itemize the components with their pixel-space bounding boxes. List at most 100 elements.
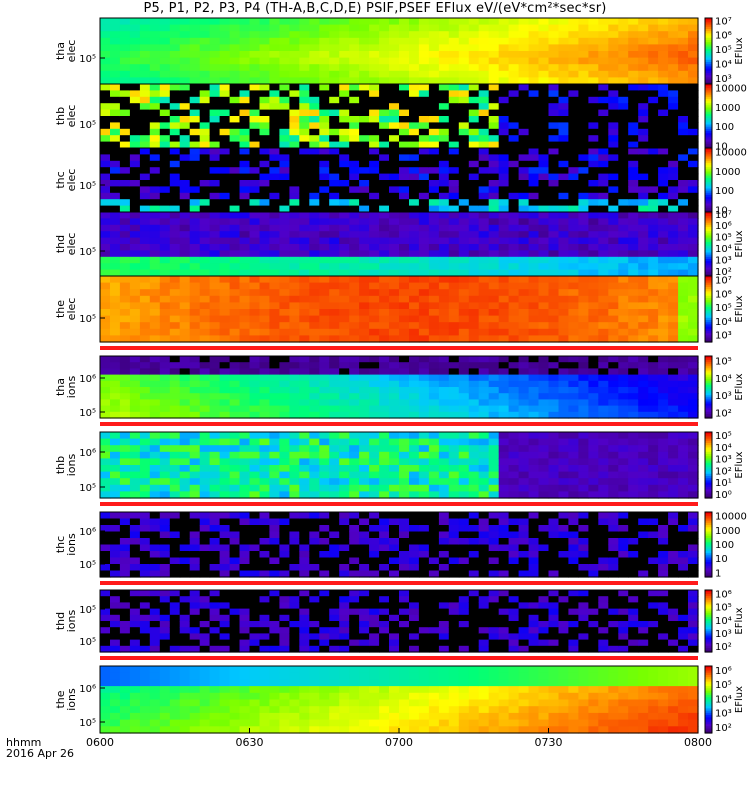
heatmap-cell	[249, 135, 261, 143]
heatmap-cell	[558, 465, 570, 473]
heatmap-cell	[399, 51, 410, 59]
heatmap-cell	[329, 557, 340, 565]
heatmap-cell	[618, 322, 629, 330]
heatmap-cell	[558, 295, 570, 303]
heatmap-cell	[209, 335, 221, 343]
heatmap-cell	[668, 387, 679, 394]
colorbar-swatch	[705, 31, 712, 34]
heatmap-cell	[418, 116, 430, 123]
heatmap-cell	[508, 356, 520, 363]
heatmap-cell	[199, 269, 211, 277]
heatmap-cell	[349, 44, 360, 52]
heatmap-cell	[149, 432, 161, 440]
heatmap-cell	[498, 263, 510, 271]
heatmap-cell	[219, 256, 231, 264]
heatmap-cell	[379, 411, 390, 419]
heatmap-cell	[110, 538, 121, 546]
heatmap-cell	[558, 557, 570, 565]
heatmap-cell	[578, 269, 589, 277]
heatmap-cell	[558, 173, 570, 181]
heatmap-cell	[229, 244, 241, 251]
heatmap-cell	[339, 148, 350, 155]
heatmap-cell	[299, 70, 310, 78]
heatmap-cell	[648, 465, 659, 473]
heatmap-cell	[648, 250, 659, 258]
heatmap-cell	[438, 64, 450, 72]
heatmap-cell	[219, 231, 231, 239]
heatmap-cell	[100, 218, 111, 226]
heatmap-cell	[538, 31, 550, 39]
heatmap-cell	[528, 263, 540, 271]
heatmap-cell	[638, 116, 649, 123]
heatmap-cell	[179, 128, 191, 136]
heatmap-cell	[518, 276, 530, 284]
heatmap-cell	[129, 148, 141, 155]
heatmap-cell	[100, 37, 111, 45]
heatmap-cell	[100, 478, 111, 486]
heatmap-cell	[438, 250, 450, 258]
heatmap-cell	[538, 544, 550, 552]
heatmap-cell	[229, 484, 241, 492]
heatmap-cell	[249, 24, 261, 32]
heatmap-cell	[428, 244, 440, 251]
heatmap-cell	[568, 335, 579, 343]
heatmap-cell	[638, 438, 649, 446]
heatmap-cell	[668, 109, 679, 117]
heatmap-cell	[399, 96, 410, 104]
colorbar-tick-label: 10	[715, 142, 728, 153]
colorbar-swatch	[705, 70, 712, 74]
heatmap-cell	[110, 167, 121, 175]
heatmap-cell	[369, 173, 380, 181]
heatmap-cell	[169, 205, 181, 213]
heatmap-cell	[249, 218, 261, 226]
heatmap-cell	[658, 302, 669, 310]
colorbar-swatch	[705, 137, 712, 140]
heatmap-cell	[199, 31, 211, 39]
heatmap-cell	[558, 77, 570, 85]
heatmap-cell	[399, 478, 410, 486]
heatmap-cell	[418, 362, 430, 369]
heatmap-cell	[448, 18, 460, 26]
heatmap-cell	[299, 154, 310, 162]
heatmap-cell	[239, 186, 251, 194]
heatmap-cell	[289, 368, 300, 376]
heatmap-cell	[339, 263, 350, 271]
heatmap-cell	[688, 289, 699, 297]
heatmap-cell	[688, 237, 699, 245]
heatmap-cell	[359, 103, 370, 111]
heatmap-cell	[518, 315, 530, 323]
heatmap-cell	[578, 263, 589, 271]
heatmap-cell	[428, 484, 440, 492]
heatmap-cell	[369, 224, 380, 232]
heatmap-cell	[458, 411, 470, 419]
heatmap-cell	[149, 256, 161, 264]
heatmap-cell	[369, 374, 380, 382]
heatmap-cell	[209, 212, 221, 219]
heatmap-cell	[249, 31, 261, 39]
heatmap-cell	[100, 135, 111, 143]
heatmap-cell	[249, 128, 261, 136]
heatmap-cell	[239, 77, 251, 85]
heatmap-cell	[189, 399, 201, 407]
heatmap-cell	[668, 96, 679, 104]
heatmap-cell	[329, 570, 340, 578]
heatmap-cell	[359, 173, 370, 181]
heatmap-cell	[448, 438, 460, 446]
heatmap-cell	[558, 315, 570, 323]
heatmap-cell	[219, 128, 231, 136]
heatmap-cell	[568, 116, 579, 123]
heatmap-cell	[598, 37, 609, 45]
heatmap-cell	[329, 544, 340, 552]
heatmap-cell	[379, 399, 390, 407]
heatmap-cell	[349, 399, 360, 407]
heatmap-cell	[688, 362, 699, 369]
heatmap-cell	[608, 328, 619, 336]
heatmap-cell	[100, 484, 111, 492]
heatmap-cell	[428, 393, 440, 400]
heatmap-cell	[179, 512, 191, 520]
y-tick-label: 10⁵	[79, 120, 96, 131]
heatmap-cell	[319, 173, 330, 181]
heatmap-cell	[249, 525, 261, 533]
heatmap-cell	[209, 458, 221, 466]
